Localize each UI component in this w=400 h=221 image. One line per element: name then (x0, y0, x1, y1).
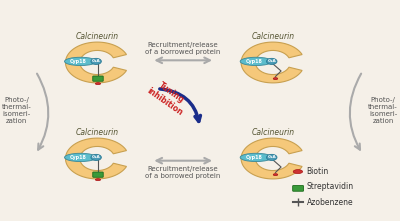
FancyBboxPatch shape (93, 76, 103, 81)
Polygon shape (66, 138, 126, 179)
Ellipse shape (64, 153, 96, 162)
Ellipse shape (266, 154, 277, 160)
Text: Photo-/
thermal-
isomeri-
zation: Photo-/ thermal- isomeri- zation (2, 97, 32, 124)
Polygon shape (241, 138, 302, 179)
FancyBboxPatch shape (93, 172, 103, 177)
Ellipse shape (64, 57, 96, 66)
Text: Recruitment/release
of a borrowed protein: Recruitment/release of a borrowed protei… (146, 166, 221, 179)
Text: CsA: CsA (92, 59, 100, 63)
Text: CsA: CsA (267, 59, 276, 63)
Ellipse shape (293, 170, 302, 173)
Polygon shape (241, 42, 302, 83)
Text: Azobenzene: Azobenzene (306, 198, 353, 207)
Text: Calcineurin: Calcineurin (251, 32, 294, 41)
Text: Tuning
inhibition: Tuning inhibition (146, 78, 191, 117)
Text: Calcineurin: Calcineurin (251, 128, 294, 137)
Text: Cyp18: Cyp18 (70, 59, 87, 64)
Text: Photo-/
thermal-
isomeri-
zation: Photo-/ thermal- isomeri- zation (368, 97, 398, 124)
Text: CsA: CsA (92, 155, 100, 159)
Text: Recruitment/release
of a borrowed protein: Recruitment/release of a borrowed protei… (146, 42, 221, 55)
Ellipse shape (240, 153, 272, 162)
Text: Biotin: Biotin (306, 167, 329, 176)
Text: Cyp18: Cyp18 (246, 59, 263, 64)
Text: Calcineurin: Calcineurin (76, 32, 119, 41)
Text: CsA: CsA (267, 155, 276, 159)
Text: Cyp18: Cyp18 (70, 155, 87, 160)
Ellipse shape (91, 58, 101, 65)
Ellipse shape (91, 154, 101, 160)
Text: Streptavidin: Streptavidin (306, 182, 354, 191)
Ellipse shape (240, 57, 272, 66)
Ellipse shape (266, 58, 277, 65)
Ellipse shape (273, 78, 278, 80)
FancyBboxPatch shape (293, 186, 304, 191)
Ellipse shape (95, 83, 101, 85)
Polygon shape (66, 42, 126, 83)
Ellipse shape (95, 179, 101, 181)
Text: Cyp18: Cyp18 (246, 155, 263, 160)
Text: Calcineurin: Calcineurin (76, 128, 119, 137)
Ellipse shape (273, 174, 278, 176)
